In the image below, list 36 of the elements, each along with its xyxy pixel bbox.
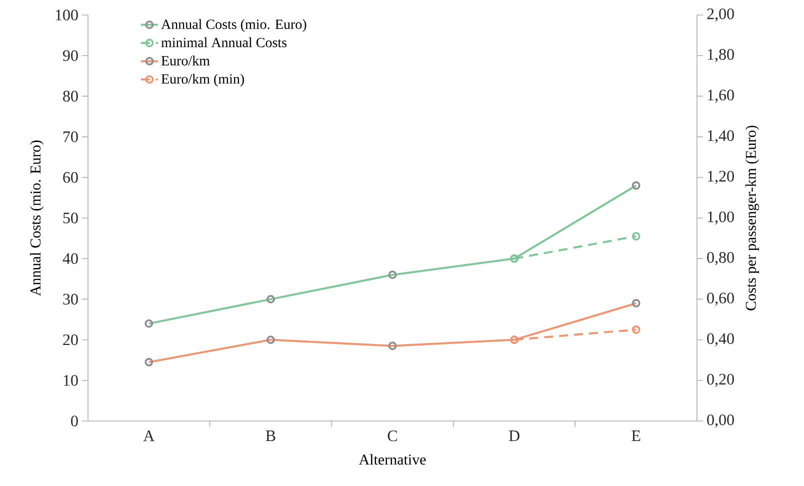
y-tick-label: 100: [56, 10, 78, 20]
legend-label: Euro/km (min): [161, 74, 244, 87]
x-tick-label: E: [632, 430, 640, 441]
y-axis-title: Annual Costs (mio. Euro): [30, 140, 44, 296]
y-tick-label: 80: [63, 90, 78, 102]
point: [632, 325, 640, 334]
y-tick-label: 30: [63, 294, 78, 305]
y-tick-label: 20: [63, 334, 78, 346]
y2-tick-label: 1,80: [708, 49, 734, 62]
y2-tick-label: 1,40: [708, 130, 734, 144]
y-tick-label: 10: [64, 374, 78, 386]
y2-tick-label: 1,00: [708, 211, 734, 225]
y2-tick-label: 0,20: [707, 374, 734, 387]
legend-label: minimal Annual Costs: [161, 37, 287, 48]
point: [632, 232, 640, 240]
y2-tick-label: 0,00: [707, 414, 734, 428]
legend-label: Annual Costs (mio. Euro): [161, 19, 306, 32]
y-tick-label: 90: [62, 50, 78, 61]
legend-label: Euro/km: [161, 56, 210, 66]
y2-tick-label: 1,20: [708, 170, 734, 184]
x-tick-label: B: [266, 430, 276, 442]
y2-tick-label: 0,40: [707, 333, 734, 346]
y-tick-label: 50: [63, 212, 78, 224]
y-tick-label: 70: [64, 131, 78, 142]
y2-tick-label: 1,60: [708, 90, 734, 103]
y-tick-label: 0: [71, 416, 78, 426]
y2-axis-title: Costs per passenger-km (Euro): [745, 126, 760, 310]
y2-tick-label: 2,00: [707, 8, 734, 22]
x-tick-label: C: [388, 430, 397, 442]
x-tick-label: A: [143, 430, 155, 442]
x-axis-title: Alternative: [358, 454, 426, 465]
y2-tick-label: 0,80: [707, 252, 734, 266]
y2-tick-label: 0,60: [707, 292, 734, 306]
y-tick-label: 60: [63, 172, 78, 183]
x-tick-label: D: [508, 430, 520, 442]
y-tick-label: 40: [62, 253, 78, 264]
